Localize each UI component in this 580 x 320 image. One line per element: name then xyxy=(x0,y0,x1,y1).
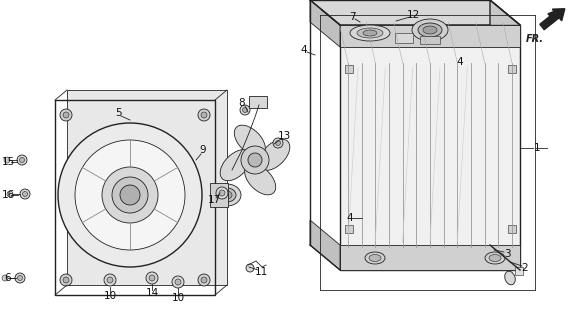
FancyArrow shape xyxy=(540,9,565,30)
Bar xyxy=(210,183,228,207)
Circle shape xyxy=(149,275,155,281)
Circle shape xyxy=(20,189,30,199)
Bar xyxy=(55,100,215,295)
Bar xyxy=(345,65,353,73)
Circle shape xyxy=(112,177,148,213)
Circle shape xyxy=(175,279,181,285)
Circle shape xyxy=(7,191,13,197)
Bar xyxy=(340,245,520,270)
Circle shape xyxy=(23,191,27,196)
Ellipse shape xyxy=(505,271,515,285)
Circle shape xyxy=(146,272,158,284)
Text: 11: 11 xyxy=(255,267,267,277)
Circle shape xyxy=(4,157,10,163)
Circle shape xyxy=(17,155,27,165)
Circle shape xyxy=(276,140,281,146)
Text: 3: 3 xyxy=(503,249,510,259)
Circle shape xyxy=(75,140,185,250)
Polygon shape xyxy=(310,0,520,25)
Circle shape xyxy=(104,274,116,286)
Ellipse shape xyxy=(245,164,276,195)
Circle shape xyxy=(216,187,228,199)
Circle shape xyxy=(63,112,69,118)
Bar xyxy=(249,96,267,108)
Text: 16: 16 xyxy=(1,190,14,200)
Polygon shape xyxy=(67,90,227,285)
Ellipse shape xyxy=(423,26,437,34)
Circle shape xyxy=(58,123,202,267)
Text: 4: 4 xyxy=(456,57,463,67)
Circle shape xyxy=(201,277,207,283)
Circle shape xyxy=(20,157,24,163)
Circle shape xyxy=(120,185,140,205)
Ellipse shape xyxy=(222,191,232,199)
Ellipse shape xyxy=(350,25,390,41)
Circle shape xyxy=(241,146,269,174)
Text: 5: 5 xyxy=(115,108,121,118)
Circle shape xyxy=(201,112,207,118)
Text: 14: 14 xyxy=(146,288,158,298)
Bar xyxy=(340,25,520,270)
Bar xyxy=(340,25,520,47)
Circle shape xyxy=(60,109,72,121)
Text: 10: 10 xyxy=(103,291,117,301)
Text: 7: 7 xyxy=(349,12,356,22)
Circle shape xyxy=(2,275,8,281)
Circle shape xyxy=(198,109,210,121)
Circle shape xyxy=(102,167,158,223)
Ellipse shape xyxy=(485,252,505,264)
Bar xyxy=(515,267,523,275)
Bar xyxy=(508,225,516,233)
Text: 1: 1 xyxy=(534,143,541,153)
Circle shape xyxy=(246,264,254,272)
Text: 13: 13 xyxy=(277,131,291,141)
Circle shape xyxy=(219,190,225,196)
Bar xyxy=(420,36,440,44)
Circle shape xyxy=(248,153,262,167)
Text: 10: 10 xyxy=(172,293,184,303)
Polygon shape xyxy=(310,220,340,270)
Polygon shape xyxy=(490,0,520,270)
Circle shape xyxy=(63,277,69,283)
Ellipse shape xyxy=(357,28,383,38)
Ellipse shape xyxy=(220,150,251,181)
Polygon shape xyxy=(310,0,340,47)
Text: FR.: FR. xyxy=(526,34,544,44)
Ellipse shape xyxy=(363,30,377,36)
Circle shape xyxy=(242,108,248,113)
Text: 17: 17 xyxy=(208,195,220,205)
Ellipse shape xyxy=(259,139,290,170)
Circle shape xyxy=(240,105,250,115)
Ellipse shape xyxy=(365,252,385,264)
Ellipse shape xyxy=(369,254,381,261)
Ellipse shape xyxy=(418,23,442,37)
Circle shape xyxy=(17,276,23,281)
Circle shape xyxy=(273,138,283,148)
Text: 4: 4 xyxy=(347,213,353,223)
Circle shape xyxy=(107,277,113,283)
Text: 4: 4 xyxy=(300,45,307,55)
Circle shape xyxy=(15,273,25,283)
Ellipse shape xyxy=(489,254,501,261)
Circle shape xyxy=(198,274,210,286)
Text: 8: 8 xyxy=(239,98,245,108)
Text: 2: 2 xyxy=(521,263,528,273)
Bar xyxy=(508,65,516,73)
Bar xyxy=(345,225,353,233)
Ellipse shape xyxy=(234,125,265,156)
Text: 6: 6 xyxy=(5,273,12,283)
Bar xyxy=(395,33,413,43)
Text: 15: 15 xyxy=(1,157,14,167)
Circle shape xyxy=(60,274,72,286)
Circle shape xyxy=(172,276,184,288)
Text: 12: 12 xyxy=(407,10,419,20)
Ellipse shape xyxy=(213,184,241,206)
Ellipse shape xyxy=(218,188,236,202)
Text: 9: 9 xyxy=(200,145,206,155)
Ellipse shape xyxy=(412,19,448,41)
